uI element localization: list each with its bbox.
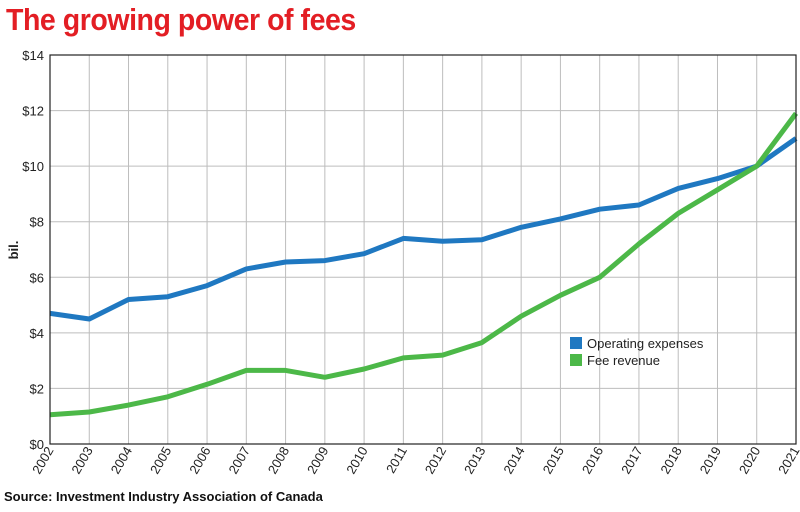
y-axis-ticks: $0 $2 $4 $6 $8 $10 $12 $14 [22, 48, 44, 452]
x-tick-label: 2003 [68, 444, 95, 477]
legend: Operating expenses Fee revenue [570, 336, 704, 368]
y-axis-title: bil. [6, 241, 21, 260]
x-tick-label: 2020 [736, 444, 763, 477]
y-tick-label: $14 [22, 48, 44, 63]
x-tick-label: 2012 [422, 444, 449, 477]
y-tick-label: $10 [22, 159, 44, 174]
x-tick-label: 2021 [775, 444, 800, 477]
x-tick-label: 2005 [147, 444, 174, 477]
legend-label-fee-revenue: Fee revenue [587, 353, 660, 368]
x-axis-ticks: 2002 2003 2004 2005 2006 2007 2008 2009 2010 2011… [29, 444, 800, 477]
fee-revenue-line [49, 111, 799, 418]
x-tick-label: 2017 [618, 444, 645, 477]
x-tick-label: 2016 [579, 444, 606, 477]
x-tick-label: 2004 [108, 444, 135, 477]
source-note: Source: Investment Industry Association … [4, 489, 323, 504]
x-tick-label: 2007 [225, 444, 252, 477]
x-tick-label: 2008 [265, 444, 292, 477]
x-tick-label: 2014 [500, 444, 527, 477]
y-tick-label: $4 [30, 326, 44, 341]
y-tick-label: $0 [30, 437, 44, 452]
x-tick-label: 2015 [540, 444, 567, 477]
gridlines [49, 54, 797, 445]
legend-swatch-fee-revenue [570, 354, 582, 366]
y-tick-label: $6 [30, 270, 44, 285]
x-tick-label: 2019 [697, 444, 724, 477]
y-tick-label: $8 [30, 215, 44, 230]
axes [49, 54, 797, 445]
x-tick-label: 2013 [461, 444, 488, 477]
y-tick-label: $12 [22, 104, 44, 119]
x-tick-label: 2010 [343, 444, 370, 477]
series-lines [49, 111, 799, 418]
plot-frame [49, 54, 797, 445]
chart-title: The growing power of fees [6, 2, 356, 37]
legend-swatch-operating-expenses [570, 337, 582, 349]
legend-label-operating-expenses: Operating expenses [587, 336, 704, 351]
operating-expenses-line [49, 136, 798, 322]
x-tick-label: 2018 [657, 444, 684, 477]
x-tick-label: 2009 [304, 444, 331, 477]
y-tick-label: $2 [30, 381, 44, 396]
x-tick-label: 2006 [186, 444, 213, 477]
x-tick-label: 2011 [383, 444, 410, 476]
